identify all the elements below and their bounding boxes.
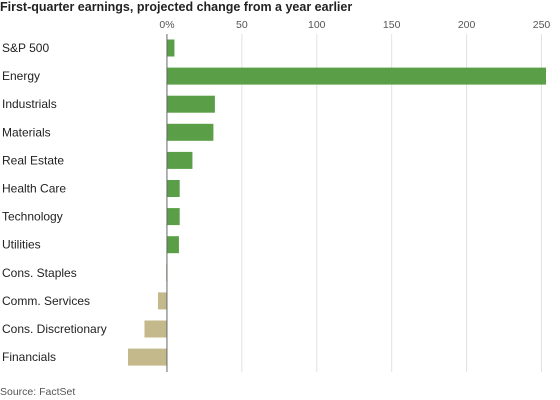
category-label: Health Care: [2, 182, 66, 196]
bar: [166, 39, 175, 57]
category-label: Financials: [2, 350, 56, 364]
category-label: Industrials: [2, 97, 57, 111]
bar: [157, 292, 167, 310]
x-tick-label: 150: [383, 19, 401, 31]
category-label: Technology: [2, 210, 63, 224]
category-label: Energy: [2, 69, 40, 83]
bar: [128, 348, 167, 366]
bar: [166, 151, 193, 169]
category-label: Comm. Services: [2, 294, 90, 308]
bar: [166, 123, 214, 141]
x-tick-label: 50: [236, 19, 248, 31]
source-note: Source: FactSet: [0, 386, 76, 398]
x-tick-labels: 0% 50 100 150 200 250: [159, 19, 550, 31]
bar: [166, 67, 546, 85]
bar: [166, 95, 215, 113]
category-label: Utilities: [2, 238, 41, 252]
category-label: Cons. Discretionary: [2, 322, 107, 336]
x-tick-label: 100: [308, 19, 326, 31]
category-label: S&P 500: [2, 41, 49, 55]
grid-lines: [241, 34, 543, 372]
category-labels: S&P 500 Energy Industrials Materials Real Es…: [2, 41, 107, 364]
chart-title: First-quarter earnings, projected change…: [0, 0, 353, 14]
bar: [166, 208, 180, 226]
bar: [166, 236, 179, 254]
x-tick-label: 250: [533, 19, 551, 31]
bar: [166, 180, 180, 197]
x-tick-label: 200: [458, 19, 476, 31]
bars: [128, 39, 546, 366]
category-label: Real Estate: [2, 153, 64, 167]
category-label: Cons. Staples: [2, 266, 77, 280]
bar: [144, 320, 167, 338]
category-label: Materials: [2, 125, 51, 139]
x-tick-label: 0%: [159, 19, 174, 31]
